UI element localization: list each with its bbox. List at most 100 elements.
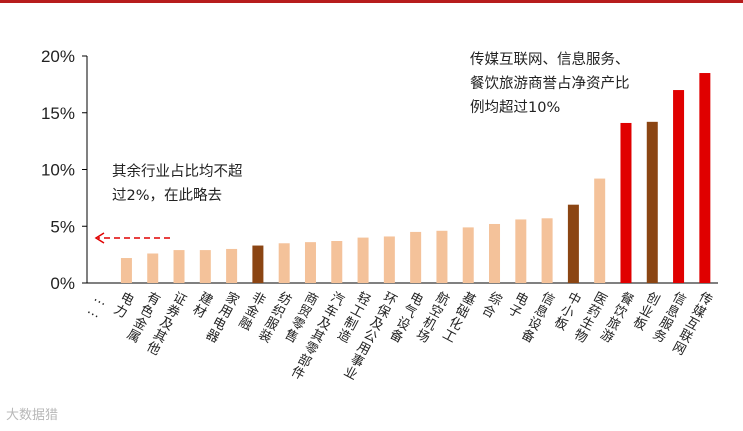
right-note-line-3: 例均超过10% [470,99,560,116]
category-label-15: 综合 [479,290,504,322]
category-label-char: 综 [486,290,505,309]
category-label-char: 服 [262,315,281,334]
bar-2 [147,253,159,283]
bar-5 [226,248,238,283]
bar-12 [410,231,422,283]
left-note-line-2: 过2%，在此略去 [112,187,222,204]
category-label-char: 造 [335,327,354,346]
category-label-char: 器 [203,327,222,346]
bar-16 [515,219,527,283]
category-label-18: 中小板 [551,290,583,334]
category-label-char: 及 [367,315,386,334]
bar-4 [199,250,211,283]
category-label-char: 饮 [611,302,630,321]
category-label-char: 部 [295,352,314,371]
category-label-char: 媒 [689,302,708,321]
category-label-char: 传 [696,290,715,309]
bar-8 [304,242,316,283]
y-tick-label: 10% [41,161,75,180]
bar-15 [489,223,501,283]
category-label-0: …… [85,290,110,322]
category-label-char: 力 [111,302,130,321]
bar-9 [331,241,343,283]
category-label-char: … [91,290,110,309]
bar-1 [120,258,132,283]
category-label-char: 服 [657,315,676,334]
bar-7 [278,243,290,283]
category-label-char: 空 [427,302,446,321]
category-label-char: 药 [584,302,603,321]
left-note-line-1: 其余行业占比均不超 [112,162,243,180]
category-label-char: 属 [124,327,143,346]
category-label-char: 生 [578,315,597,334]
y-tick-label: 0% [50,274,75,293]
category-label-char: 轻 [354,290,373,309]
category-label-char: 零 [289,315,308,334]
top-rule [0,0,743,3]
category-label-char: … [85,302,104,321]
category-label-char: 用 [354,339,373,358]
category-label-char: 工 [440,327,459,346]
category-label-char: 基 [459,290,478,309]
category-label-char: 证 [170,290,189,309]
category-label-char: 板 [630,315,649,334]
right-note-line-1: 传媒互联网、信息服务、 [470,51,630,68]
category-label-char: 汽 [328,290,347,309]
category-labels: ……电力有色金属证券及其他建材家用电器非金融纺织服装商贸零售汽车及其零部件轻工制… [85,289,715,383]
bar-18 [567,204,579,283]
category-label-char: 板 [551,315,570,334]
bar-10 [357,237,369,283]
category-label-char: 合 [479,302,498,321]
y-tick-label: 5% [50,217,75,236]
category-label-char: 他 [144,339,163,358]
category-label-char: 信 [538,290,557,309]
category-label-4: 建材 [190,290,215,322]
bar-13 [436,230,448,283]
category-label-char: 材 [190,302,209,321]
category-label-char: 其 [308,327,327,346]
category-label-char: 业 [637,302,656,321]
category-label-char: 非 [249,290,268,309]
bar-22 [673,90,685,283]
category-label-char: 化 [446,315,465,334]
y-tick-label: 20% [41,47,75,66]
category-label-char: 融 [236,315,255,334]
category-label-char: 保 [374,302,393,321]
category-label-char: 设 [525,315,544,334]
category-label-char: 工 [348,302,367,321]
category-label-char: 物 [571,327,590,346]
category-label-char: 事 [348,352,367,371]
category-label-char: 及 [315,315,334,334]
right-note-line-2: 餐饮旅游商誉占净资产比 [470,75,630,92]
bar-14 [462,227,474,283]
category-label-char: 其 [151,327,170,346]
category-label-char: 制 [341,315,360,334]
category-label-char: 电 [407,290,426,309]
category-label-char: 机 [420,315,439,334]
category-label-char: 网 [670,339,689,358]
watermark: 大数据猎 [6,408,59,423]
category-label-char: 子 [505,302,524,321]
category-label-20: 餐饮旅游 [597,289,636,346]
category-label-char: 业 [341,364,360,383]
category-label-23: 传媒互联网 [670,290,715,359]
category-label-char: 游 [597,327,616,346]
category-label-char: 建 [197,290,216,309]
bar-17 [541,218,553,283]
category-label-21: 创业板 [630,290,662,334]
arrow-head [94,232,105,244]
category-label-16: 电子 [505,290,530,322]
bar-6 [252,245,264,283]
category-label-char: 纺 [275,290,294,309]
y-tick-label: 15% [41,104,75,123]
category-label-char: 电 [118,290,137,309]
category-label-char: 件 [289,364,308,383]
category-label-char: 织 [269,302,288,321]
category-label-char: 信 [670,290,689,309]
category-label-char: 互 [683,315,702,334]
